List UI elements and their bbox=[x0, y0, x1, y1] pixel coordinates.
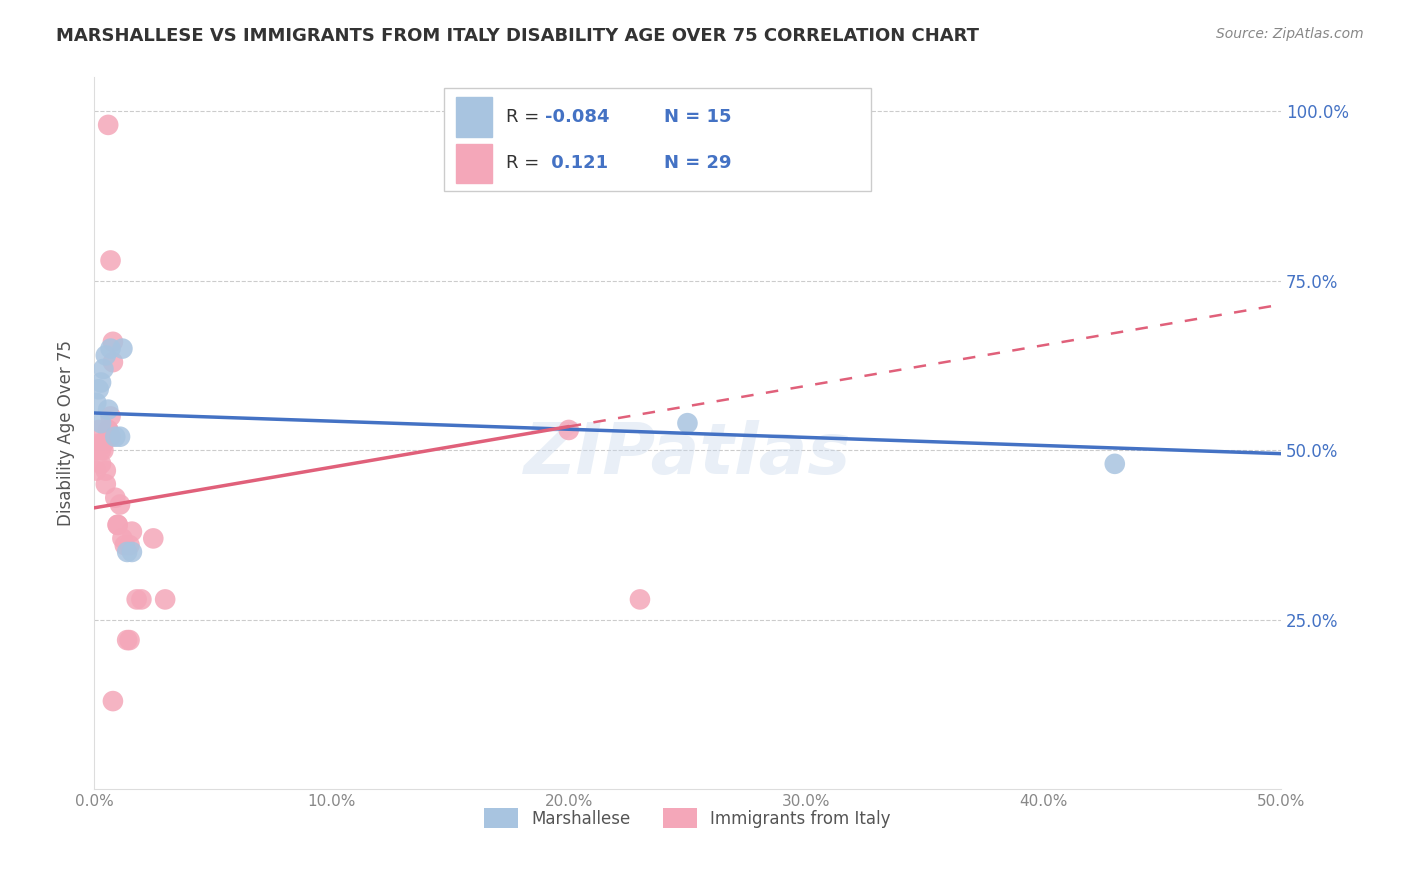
Point bbox=[97, 118, 120, 132]
Point bbox=[87, 436, 110, 450]
Point bbox=[100, 409, 122, 424]
Bar bbox=[456, 97, 492, 136]
Point bbox=[97, 402, 120, 417]
Text: MARSHALLESE VS IMMIGRANTS FROM ITALY DISABILITY AGE OVER 75 CORRELATION CHART: MARSHALLESE VS IMMIGRANTS FROM ITALY DIS… bbox=[56, 27, 979, 45]
Point bbox=[84, 396, 107, 410]
Point bbox=[107, 517, 129, 532]
Point bbox=[111, 342, 134, 356]
Text: ZIPatlas: ZIPatlas bbox=[524, 420, 851, 489]
Point bbox=[87, 423, 110, 437]
Point bbox=[115, 545, 138, 559]
Point bbox=[93, 443, 115, 458]
Point bbox=[153, 592, 176, 607]
Text: N = 15: N = 15 bbox=[664, 108, 731, 126]
Point bbox=[107, 517, 129, 532]
Point bbox=[104, 491, 127, 505]
Point bbox=[100, 430, 122, 444]
Point bbox=[676, 416, 699, 430]
Point bbox=[100, 342, 122, 356]
Text: R =: R = bbox=[506, 108, 546, 126]
Text: N = 29: N = 29 bbox=[664, 154, 731, 172]
Point bbox=[131, 592, 153, 607]
FancyBboxPatch shape bbox=[444, 88, 872, 191]
Point bbox=[628, 592, 651, 607]
Point bbox=[84, 464, 107, 478]
Point bbox=[118, 633, 141, 648]
Bar bbox=[456, 144, 492, 183]
Point bbox=[125, 592, 148, 607]
Point bbox=[93, 362, 115, 376]
Y-axis label: Disability Age Over 75: Disability Age Over 75 bbox=[58, 341, 75, 526]
Point bbox=[121, 524, 143, 539]
Text: -0.084: -0.084 bbox=[546, 108, 609, 126]
Point bbox=[142, 532, 165, 546]
Point bbox=[100, 253, 122, 268]
Point bbox=[101, 694, 124, 708]
Text: 0.121: 0.121 bbox=[546, 154, 609, 172]
Point bbox=[114, 538, 136, 552]
Point bbox=[93, 436, 115, 450]
Point bbox=[84, 443, 107, 458]
Point bbox=[90, 443, 112, 458]
Point bbox=[101, 334, 124, 349]
Point bbox=[97, 423, 120, 437]
Point bbox=[90, 376, 112, 390]
Point bbox=[90, 416, 112, 430]
Point bbox=[115, 633, 138, 648]
Point bbox=[121, 545, 143, 559]
Point bbox=[94, 348, 117, 362]
Text: R =: R = bbox=[506, 154, 546, 172]
Legend: Marshallese, Immigrants from Italy: Marshallese, Immigrants from Italy bbox=[478, 802, 897, 834]
Point bbox=[118, 538, 141, 552]
Point bbox=[94, 464, 117, 478]
Point bbox=[108, 498, 131, 512]
Point bbox=[97, 423, 120, 437]
Point bbox=[90, 457, 112, 471]
Point bbox=[94, 477, 117, 491]
Point bbox=[108, 430, 131, 444]
Point bbox=[101, 355, 124, 369]
Text: Source: ZipAtlas.com: Source: ZipAtlas.com bbox=[1216, 27, 1364, 41]
Point bbox=[558, 423, 581, 437]
Point bbox=[1104, 457, 1126, 471]
Point bbox=[87, 382, 110, 396]
Point bbox=[104, 430, 127, 444]
Point bbox=[111, 532, 134, 546]
